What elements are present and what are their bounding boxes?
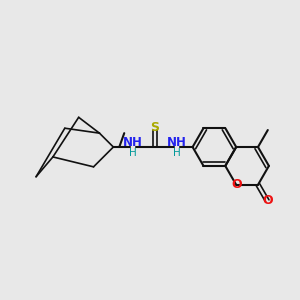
Text: O: O: [231, 178, 242, 191]
Text: NH: NH: [167, 136, 187, 148]
Text: NH: NH: [123, 136, 143, 148]
Text: H: H: [129, 148, 137, 158]
Text: O: O: [262, 194, 273, 207]
Text: S: S: [151, 121, 160, 134]
Text: H: H: [173, 148, 181, 158]
